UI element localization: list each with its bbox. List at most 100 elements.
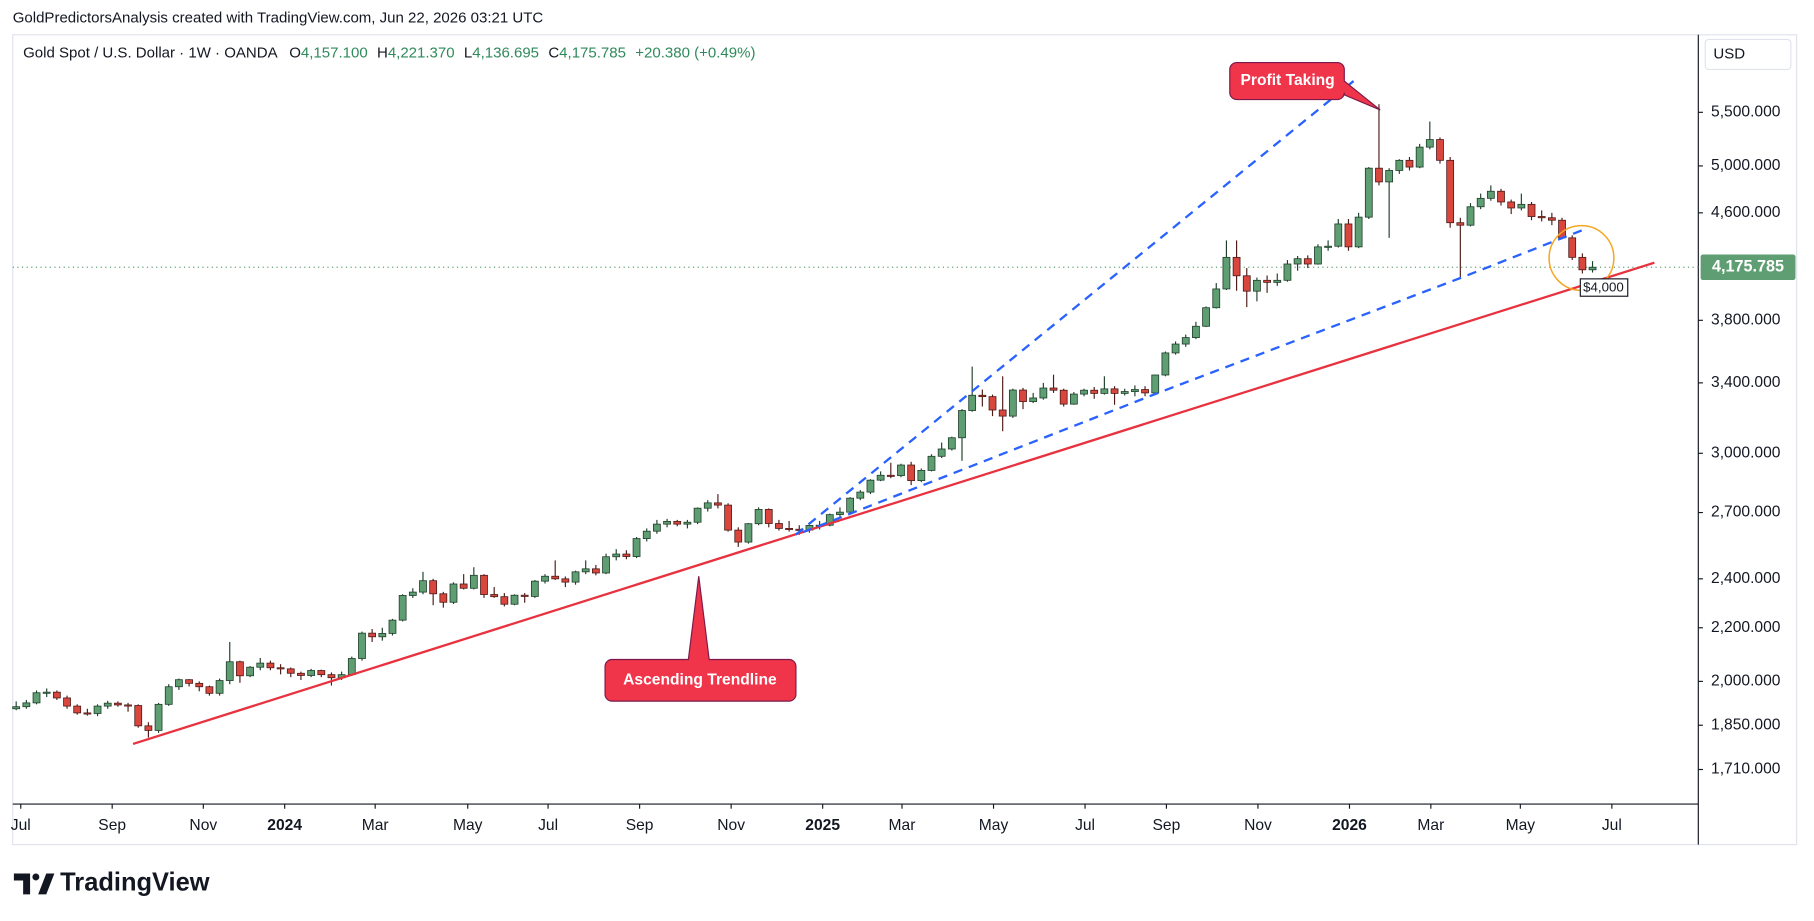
candle-body [978,394,987,398]
currency-box[interactable] [1704,38,1792,71]
candle-body [1059,389,1068,405]
candle-body [368,632,377,638]
x-tick-label: Sep [1153,817,1181,834]
y-tick-label: 1,710.000 [1711,761,1781,778]
candle-body [225,661,234,681]
ohlc-value: 4,221.370 [388,44,455,61]
candle-body [1405,159,1414,168]
candle-body [876,474,885,481]
candle-body [398,595,407,621]
candle-body [63,697,71,707]
candle-body [724,504,732,531]
candle-body [1039,387,1048,399]
candle-body [12,706,21,710]
candle-body [775,523,783,529]
candle-body [246,666,254,677]
candle-body [622,553,631,557]
candle-body [1314,246,1322,265]
candle-body [378,633,387,638]
legend: Gold Spot / U.S. Dollar · 1W · OANDA O 4,1… [23,44,755,61]
upper-channel-line [795,80,1355,536]
y-tick-label: 4,600.000 [1711,204,1781,221]
candle-body [256,662,265,668]
candle-body [1324,245,1332,248]
candle-body [408,591,417,596]
x-tick-label: May [979,817,1009,834]
candle-body [1385,170,1394,183]
symbol: Gold Spot / U.S. Dollar · 1W · OANDA [23,44,278,61]
candle-body [1090,389,1099,394]
x-tick-label: Nov [717,817,745,834]
frame [12,34,1798,846]
candle-body [1568,237,1577,258]
x-tick-label: Jul [1602,817,1622,834]
candle-body [866,479,875,493]
candle-body [1120,391,1129,394]
candle-body [1547,217,1556,221]
candle-body [93,705,102,714]
candle-body [1364,167,1373,218]
x-tick-label: Sep [626,817,654,834]
y-tick-label: 2,400.000 [1711,570,1781,587]
candle-body [1273,279,1282,283]
legend-text: Gold Spot / U.S. Dollar · 1W · OANDA O 4,1… [23,44,755,61]
candle-body [927,455,936,471]
candle-body [673,520,682,525]
candle-body [693,507,702,523]
candle-body [358,632,366,659]
y-tick-label: 3,800.000 [1711,311,1781,328]
candle-body [856,491,865,499]
candle-body [307,670,315,676]
y-tick-label: 3,000.000 [1711,444,1781,461]
x-tick-label: Jul [1075,817,1095,834]
x-tick-label: Sep [98,817,126,834]
x-tick-label: Mar [362,817,389,834]
candle-body [958,410,966,439]
candle-body [490,594,499,598]
candle-body [1131,389,1139,392]
ohlc-key: H [377,44,388,61]
candle-body [1497,190,1505,203]
candle-body [937,448,946,457]
profit-taking-callout [1229,61,1381,111]
candle-body [754,509,763,525]
candle-body [459,583,468,589]
candle-body [1008,389,1017,417]
candle-body [297,672,305,676]
candle-body [42,691,51,694]
candle-body [653,523,661,532]
ohlc-key: C [548,44,559,61]
ohlc-value: 4,136.695 [472,44,539,61]
candle-body [785,527,793,530]
candle-body [266,662,275,669]
candle-body [134,705,143,727]
candle-body [1192,325,1200,339]
currency: USD [1713,45,1745,62]
candle-body [1344,223,1353,248]
candle-body [1293,258,1302,265]
candle-body [317,670,326,676]
candle-body [1588,266,1597,271]
candle-body [510,594,519,605]
candle-body [581,568,590,573]
candle-body [632,538,641,557]
candle-body [1212,288,1221,309]
annotation: $4,000 [1583,280,1624,295]
x-tick-label: May [1506,817,1536,834]
candle-body [1558,219,1566,239]
candle-body [642,530,651,539]
candle-body [1466,206,1475,226]
candle-body [215,680,224,694]
y-tick-label: 5,500.000 [1711,103,1781,120]
header: GoldPredictorsAnalysis created with Trad… [13,10,544,27]
trendline-callout [604,576,797,702]
candle-body [439,593,448,603]
lower-channel-line [802,228,1586,534]
candle-body [846,497,855,513]
candle-body [541,575,549,582]
level-label-box [1579,278,1629,297]
ohlc-key: O [289,44,301,61]
y-tick-label: 2,700.000 [1711,504,1781,521]
candle-body [103,702,112,707]
